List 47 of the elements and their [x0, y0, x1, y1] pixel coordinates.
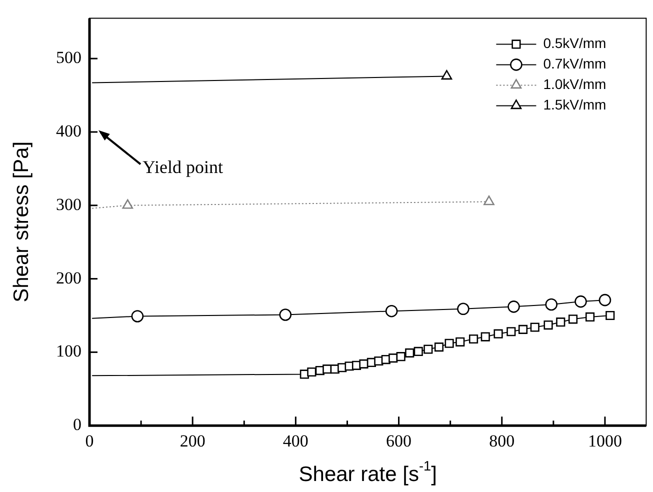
point: [568, 314, 578, 324]
legend-label: 0.7kV/mm: [543, 56, 606, 72]
legend-label: 0.5kV/mm: [543, 35, 606, 52]
y-tick-label: 100: [56, 342, 82, 361]
point: [279, 308, 292, 321]
point: [444, 338, 454, 348]
point: [530, 322, 540, 332]
y-tick-label: 500: [56, 48, 82, 68]
x-tick-label: 400: [282, 431, 308, 450]
point: [456, 337, 465, 346]
point: [359, 359, 368, 368]
point: [544, 320, 553, 330]
point: [606, 310, 615, 320]
point: [585, 312, 595, 322]
y-axis-title: Shear stress [Pa]: [10, 141, 33, 302]
y-tick-label: 200: [56, 268, 82, 288]
x-tick-label: 200: [180, 431, 206, 450]
point: [518, 324, 528, 334]
point: [131, 310, 144, 322]
point: [494, 329, 503, 338]
x-tick-label: 1000: [588, 431, 622, 450]
annotation: Yield point: [142, 156, 223, 177]
point: [457, 302, 470, 316]
point: [480, 332, 490, 342]
x-tick-label: 600: [386, 431, 412, 450]
point: [434, 342, 444, 352]
point: [388, 354, 398, 363]
legend-label: 1.5kV/mm: [543, 96, 606, 113]
point: [405, 348, 414, 358]
x-tick-label: 800: [489, 431, 515, 450]
point: [545, 298, 558, 311]
point: [424, 344, 433, 354]
y-tick-label: 0: [73, 415, 82, 434]
y-tick-label: 400: [56, 121, 82, 140]
point: [468, 334, 478, 344]
point: [385, 304, 398, 318]
point: [414, 346, 423, 356]
point: [574, 295, 587, 308]
point: [307, 367, 316, 377]
y-tick-label: 300: [56, 194, 82, 214]
point: [506, 327, 516, 336]
point: [556, 318, 566, 327]
point: [396, 352, 406, 362]
point: [598, 294, 612, 306]
legend-label: 1.0kV/mm: [543, 76, 606, 92]
point: [508, 300, 520, 313]
x-tick-label: 0: [85, 431, 94, 450]
